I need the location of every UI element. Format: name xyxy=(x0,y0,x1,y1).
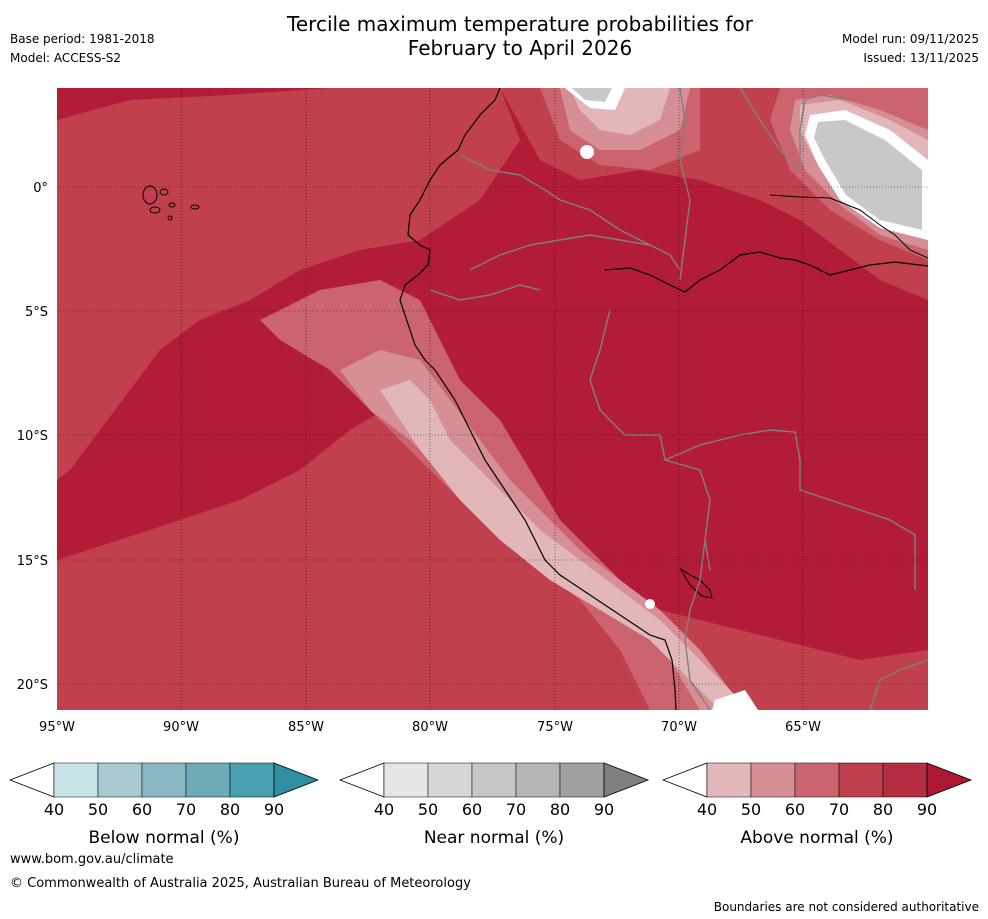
lon-label-65w: 65°W xyxy=(785,720,821,735)
colorbar-above-title: Above normal (%) xyxy=(740,828,893,848)
lon-label-70w: 70°W xyxy=(661,720,697,735)
gridlines xyxy=(57,88,928,710)
colorbar-above-segment-5 xyxy=(882,762,928,798)
colorbar-below-high-extend xyxy=(273,762,320,798)
colorbar-below-segment-1 xyxy=(53,762,99,798)
coastline-south-america xyxy=(399,88,677,710)
colorbar-near-tick-70: 70 xyxy=(506,800,526,819)
lat-label-10s: 10°S xyxy=(17,429,48,444)
colorbar-above-tick-80: 80 xyxy=(873,800,893,819)
colorbar-above-segment-2 xyxy=(750,762,796,798)
model-name: Model: ACCESS-S2 xyxy=(10,51,122,65)
colorbar-above-tick-90: 90 xyxy=(917,800,937,819)
colorbar-below-segment-3 xyxy=(141,762,187,798)
chart-title: Tercile maximum temperature probabilitie… xyxy=(200,12,840,60)
field-above-80-ocean xyxy=(57,88,520,480)
colorbar-below-tick-60: 60 xyxy=(132,800,152,819)
lon-label-85w: 85°W xyxy=(288,720,324,735)
colorbar-near-tick-60: 60 xyxy=(462,800,482,819)
colorbar-below-tick-70: 70 xyxy=(176,800,196,819)
colorbar-near: 40 50 60 70 80 90 Near normal (%) xyxy=(338,762,650,848)
lon-label-80w: 80°W xyxy=(412,720,448,735)
field-white-patch-2 xyxy=(645,599,655,609)
colorbar-near-segment-3 xyxy=(471,762,517,798)
colorbar-near-segment-2 xyxy=(427,762,473,798)
colorbar-below-tick-90: 90 xyxy=(264,800,284,819)
colorbar-near-low-extend xyxy=(338,762,385,798)
probability-map: 0° 5°S 10°S 15°S 20°S 95°W 90°W 85°W 80°… xyxy=(17,88,928,735)
copyright: © Commonwealth of Australia 2025, Austra… xyxy=(10,876,471,891)
issued-date: Issued: 13/11/2025 xyxy=(863,51,979,65)
colorbar-below-low-extend xyxy=(8,762,55,798)
colorbar-near-tick-80: 80 xyxy=(550,800,570,819)
colorbar-near-tick-90: 90 xyxy=(594,800,614,819)
colorbar-above-segment-1 xyxy=(706,762,752,798)
meta-right: Model run: 09/11/2025 Issued: 13/11/2025 xyxy=(842,32,979,70)
coastline-rio-negro xyxy=(769,194,928,259)
colorbar-below-tick-50: 50 xyxy=(88,800,108,819)
colorbar-near-segment-5 xyxy=(559,762,605,798)
colorbar-above-low-extend xyxy=(661,762,708,798)
colorbar-below: 40 50 60 70 80 90 Below normal (%) xyxy=(8,762,320,848)
colorbar-below-segment-4 xyxy=(185,762,231,798)
lat-label-15s: 15°S xyxy=(17,554,48,569)
model-run: Model run: 09/11/2025 xyxy=(841,32,979,46)
colorbars: 40 50 60 70 80 90 Below normal (%) 40 50 60 70 80 90… xyxy=(8,762,973,848)
colorbar-above-tick-60: 60 xyxy=(785,800,805,819)
colorbar-near-segment-4 xyxy=(515,762,561,798)
field-near-70-north xyxy=(572,88,612,102)
colorbar-near-tick-50: 50 xyxy=(418,800,438,819)
colorbar-above-high-extend xyxy=(926,762,973,798)
colorbar-near-tick-40: 40 xyxy=(374,800,394,819)
field-white-patch-3 xyxy=(712,690,758,710)
colorbar-below-segment-2 xyxy=(97,762,143,798)
lat-label-5s: 5°S xyxy=(25,305,48,320)
map-field xyxy=(57,88,928,710)
lake-titicaca xyxy=(679,567,713,599)
field-above-50-coastal xyxy=(380,380,745,710)
galapagos-islands xyxy=(142,185,200,221)
colorbar-below-tick-80: 80 xyxy=(220,800,240,819)
website-link[interactable]: www.bom.gov.au/climate xyxy=(10,852,174,867)
lat-label-20s: 20°S xyxy=(17,678,48,693)
field-above-80-south xyxy=(57,400,660,710)
colorbar-near-segment-1 xyxy=(383,762,429,798)
colorbar-near-high-extend xyxy=(603,762,650,798)
colorbar-above-segment-3 xyxy=(794,762,840,798)
colorbar-below-segment-5 xyxy=(229,762,275,798)
title-line-2: February to April 2026 xyxy=(407,36,633,60)
colorbar-above: 40 50 60 70 80 90 Above normal (%) xyxy=(661,762,973,848)
colorbar-above-tick-50: 50 xyxy=(741,800,761,819)
coastline-amazon xyxy=(604,251,928,293)
lon-label-90w: 90°W xyxy=(163,720,199,735)
lat-labels: 0° 5°S 10°S 15°S 20°S xyxy=(17,181,48,693)
field-white-patch-1 xyxy=(580,145,594,159)
lat-label-0: 0° xyxy=(33,181,48,196)
meta-left: Base period: 1981-2018 Model: ACCESS-S2 xyxy=(10,32,155,70)
lon-label-75w: 75°W xyxy=(537,720,573,735)
lon-labels: 95°W 90°W 85°W 80°W 75°W 70°W 65°W xyxy=(39,720,821,735)
colorbar-above-tick-40: 40 xyxy=(697,800,717,819)
base-period: Base period: 1981-2018 xyxy=(10,32,155,46)
colorbar-above-segment-4 xyxy=(838,762,884,798)
colorbar-below-title: Below normal (%) xyxy=(89,828,240,848)
colorbar-below-tick-40: 40 xyxy=(44,800,64,819)
colorbar-near-title: Near normal (%) xyxy=(424,828,564,848)
disclaimer: Boundaries are not considered authoritat… xyxy=(713,900,979,914)
title-line-1: Tercile maximum temperature probabilitie… xyxy=(287,12,753,36)
lon-label-95w: 95°W xyxy=(39,720,75,735)
field-near-70-ne xyxy=(814,120,922,230)
colorbar-above-tick-70: 70 xyxy=(829,800,849,819)
